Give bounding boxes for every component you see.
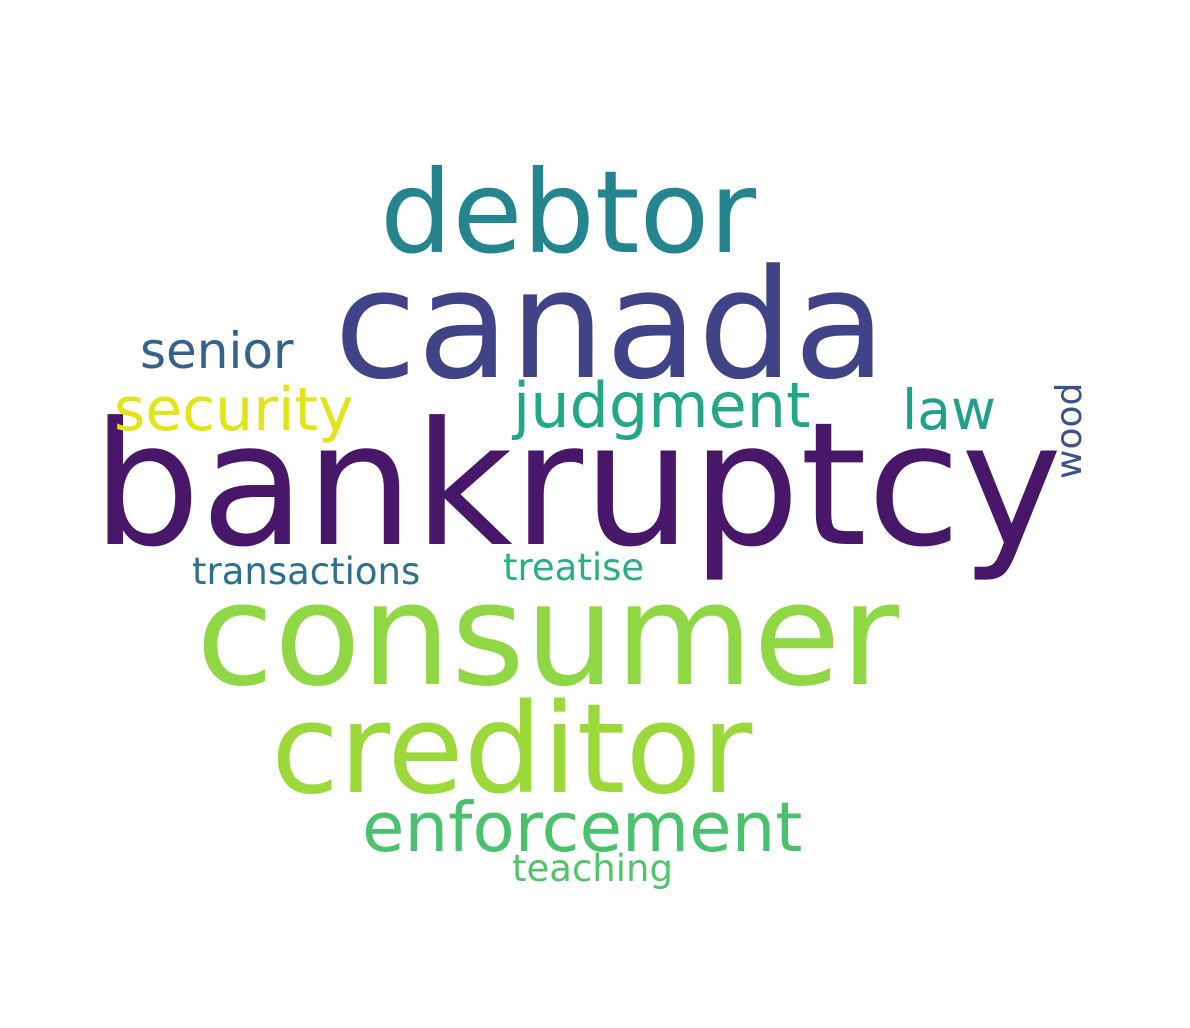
- word-consumer: consumer: [196, 553, 899, 718]
- word-transactions: transactions: [192, 550, 421, 593]
- word-teaching: teaching: [512, 847, 673, 890]
- word-security: security: [114, 375, 354, 445]
- word-judgment: judgment: [513, 369, 811, 442]
- word-wood: wood: [1049, 382, 1090, 479]
- word-creditor: creditor: [271, 678, 753, 822]
- word-treatise: treatise: [503, 546, 645, 589]
- word-senior: senior: [140, 322, 294, 380]
- word-enforcement: enforcement: [362, 788, 803, 868]
- word-canada: canada: [334, 237, 887, 413]
- word-law: law: [902, 378, 996, 442]
- word-bankruptcy: bankruptcy: [92, 386, 1063, 585]
- word-debtor: debtor: [380, 146, 757, 279]
